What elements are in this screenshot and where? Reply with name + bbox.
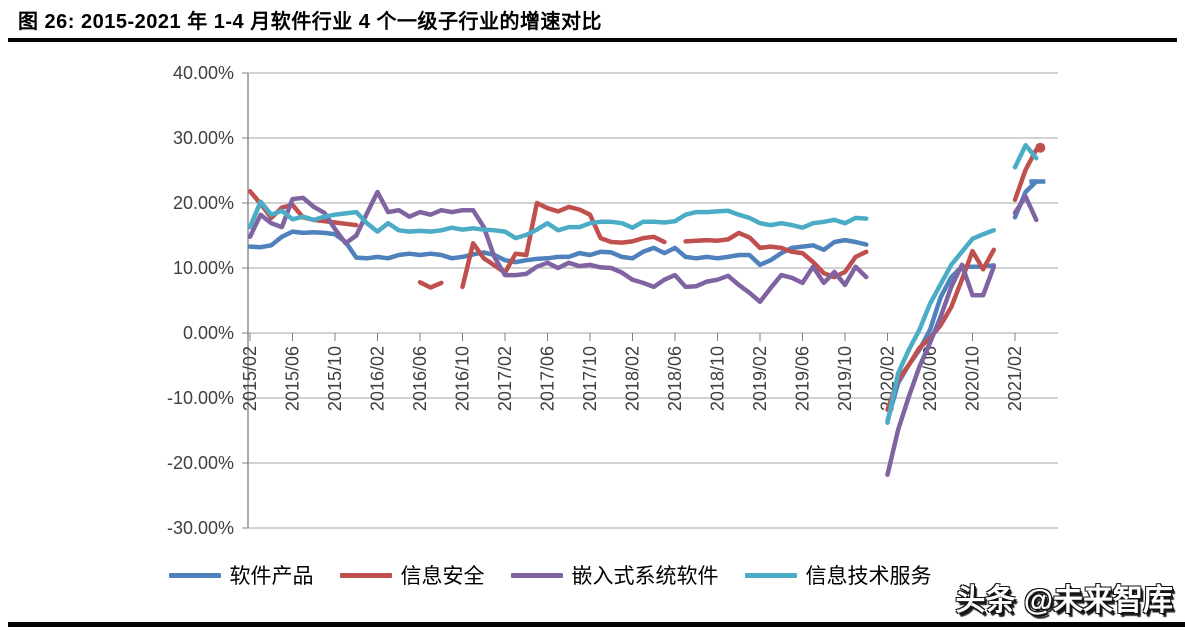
x-axis-tick-label: 2018/02 (623, 346, 643, 411)
title-divider-rule (8, 38, 1177, 42)
series-end-marker (1035, 142, 1046, 153)
x-axis-tick-label: 2020/10 (963, 346, 983, 411)
legend-swatch (744, 572, 797, 578)
y-axis-tick-label: 20.00% (173, 193, 234, 213)
legend-label: 嵌入式系统软件 (571, 565, 719, 588)
x-axis-tick-label: 2021/02 (1005, 346, 1025, 411)
x-axis-tick-label: 2015/02 (240, 346, 260, 411)
x-axis-tick-label: 2015/10 (325, 346, 345, 411)
series-line-信息技术服务 (247, 142, 1039, 425)
x-axis-tick-label: 2017/10 (580, 346, 600, 411)
legend-swatch (510, 572, 563, 578)
y-axis-tick-label: 0.00% (183, 323, 234, 343)
y-axis-tick-label: -30.00% (167, 518, 234, 538)
y-axis-tick-label: 10.00% (173, 258, 234, 278)
figure-title: 图 26: 2015-2021 年 1-4 月软件行业 4 个一级子行业的增速对… (18, 11, 602, 33)
x-axis-tick-label: 2019/06 (793, 346, 813, 411)
legend-item-软件产品: 软件产品 (168, 560, 314, 590)
x-axis-tick-label: 2016/10 (453, 346, 473, 411)
legend-item-嵌入式系统软件: 嵌入式系统软件 (510, 560, 719, 590)
bottom-divider-bar (8, 622, 1185, 627)
x-axis-tick-label: 2016/02 (368, 346, 388, 411)
x-axis-tick-label: 2016/06 (410, 346, 430, 411)
x-axis-tick-label: 2019/02 (750, 346, 770, 411)
legend-swatch (168, 572, 221, 578)
x-axis-tick-label: 2018/10 (708, 346, 728, 411)
y-axis-tick-label: 40.00% (173, 63, 234, 83)
x-axis-tick-label: 2019/10 (835, 346, 855, 411)
x-axis-tick-label: 2020/06 (920, 346, 940, 411)
legend-label: 信息安全 (400, 565, 485, 588)
legend-item-信息安全: 信息安全 (339, 560, 485, 590)
y-axis-tick-label: -10.00% (167, 388, 234, 408)
legend-item-信息技术服务: 信息技术服务 (744, 560, 932, 590)
y-axis-tick-label: 30.00% (173, 128, 234, 148)
chart-legend: 软件产品 信息安全 嵌入式系统软件 信息技术服务 (0, 560, 1100, 590)
y-axis-tick-label: -20.00% (167, 453, 234, 473)
legend-swatch (339, 572, 392, 578)
legend-label: 软件产品 (229, 565, 314, 588)
legend-label: 信息技术服务 (805, 565, 932, 588)
x-axis-tick-label: 2018/06 (665, 346, 685, 411)
x-axis-tick-label: 2015/06 (283, 346, 303, 411)
watermark-text: 头条 @未来智库 (955, 584, 1173, 617)
x-axis-tick-label: 2017/06 (538, 346, 558, 411)
x-axis-tick-label: 2017/02 (495, 346, 515, 411)
series-line-嵌入式系统软件 (247, 189, 1039, 477)
